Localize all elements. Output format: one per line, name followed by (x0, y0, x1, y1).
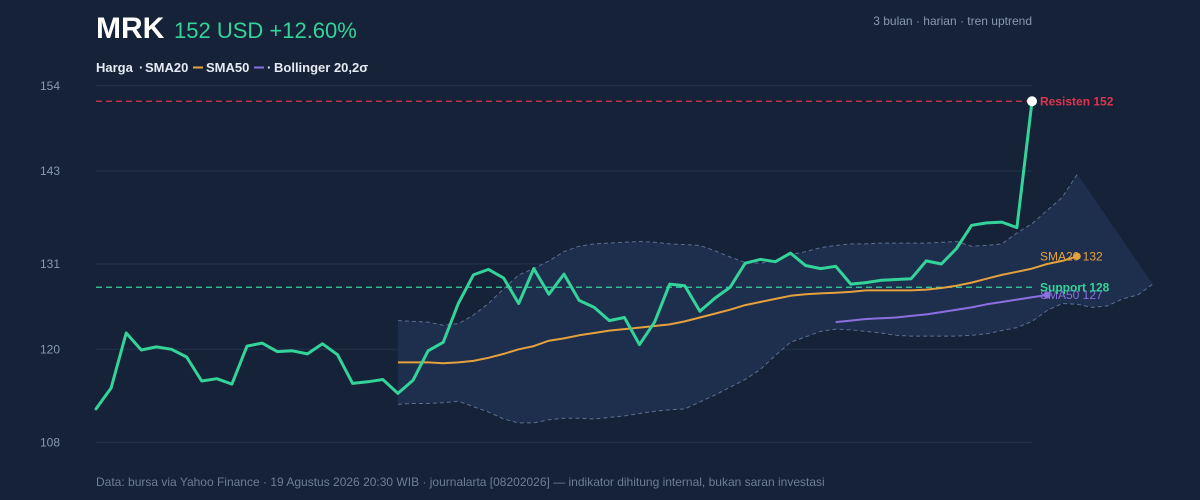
legend-price: Harga (96, 60, 134, 75)
chart-meta: 3 bulan · harian · tren uptrend (873, 14, 1032, 28)
y-tick-label: 120 (40, 342, 60, 356)
y-tick-label: 154 (40, 79, 60, 93)
bollinger-upper-line (397, 173, 1078, 326)
price-end-dot (1027, 96, 1037, 107)
sma50-end-dot (1043, 291, 1051, 299)
ticker-title: MRK (96, 12, 165, 45)
sma20-label: SMA20 132 (1040, 249, 1103, 263)
legend-sma20: SMA20 (145, 60, 188, 75)
sma50-label: SMA50 127 (1040, 288, 1103, 302)
sma20-line (397, 255, 1078, 365)
level-lines (96, 100, 1032, 288)
legend-sep-1: · (139, 60, 143, 75)
bollinger-lower-line (397, 283, 1154, 424)
y-axis-ticks: 108 120 131 143 154 (40, 79, 60, 450)
legend: Harga · SMA20 SMA50 · Bollinger 20,2σ (96, 60, 368, 75)
sma50-line (835, 294, 1048, 324)
sma20-end-dot (1073, 252, 1081, 260)
source-note: Data: bursa via Yahoo Finance · 19 Agust… (96, 475, 825, 489)
resistance-label: Resisten 152 (1040, 94, 1114, 108)
y-tick-label: 108 (40, 435, 60, 449)
support-label: Support 128 (1040, 280, 1110, 294)
legend-bollinger: Bollinger 20,2σ (274, 60, 368, 75)
y-tick-label: 143 (40, 164, 60, 178)
series-lines (94, 96, 1081, 411)
price-change: 152 USD +12.60% (174, 18, 357, 43)
price-line (94, 99, 1034, 411)
legend-sep-2: · (267, 60, 271, 75)
y-tick-label: 131 (40, 257, 60, 271)
legend-sma50: SMA50 (206, 60, 249, 75)
